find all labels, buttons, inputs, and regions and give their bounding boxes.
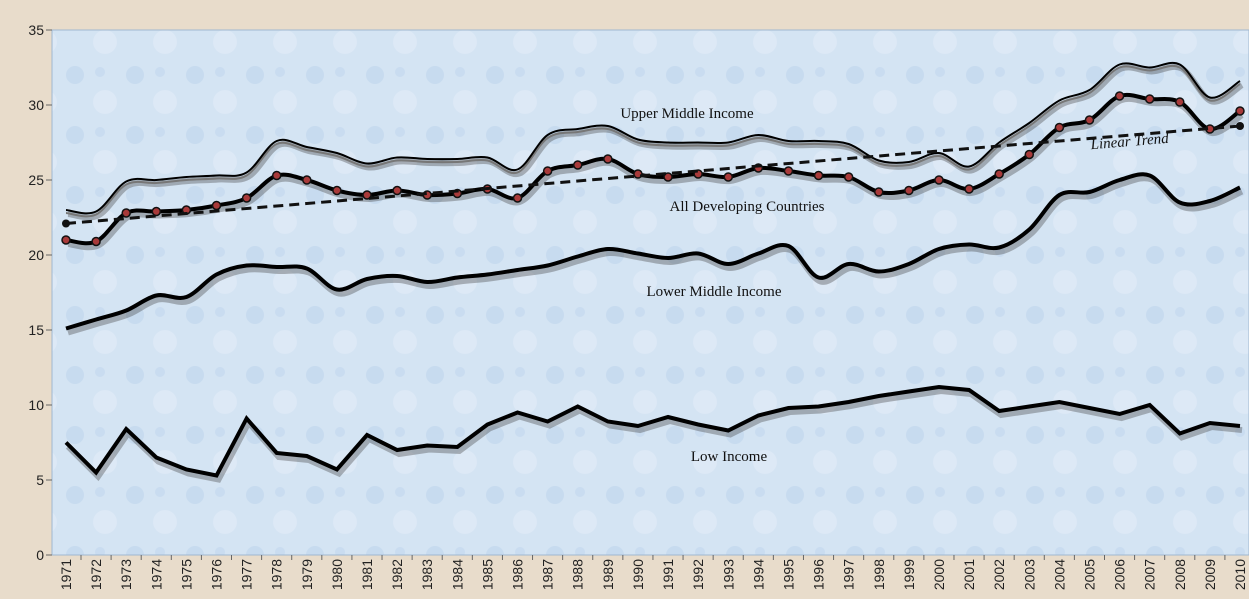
x-tick-label: 1987 [540,559,556,590]
trend-label: Linear Trend [1089,131,1170,154]
series-label: Low Income [691,449,768,465]
series-line [65,92,1242,246]
trend-end [1236,122,1244,130]
marker [934,175,944,185]
marker [994,169,1004,179]
marker [783,166,794,176]
marker [211,200,222,211]
marker [512,193,523,203]
y-tick-label: 10 [28,397,44,413]
x-tick-label: 1992 [690,559,706,590]
y-tick-label: 5 [36,472,44,488]
x-tick-label: 2004 [1051,559,1067,590]
x-tick-label: 2006 [1112,559,1128,590]
marker [271,170,282,181]
x-tick-label: 2007 [1142,559,1158,590]
line-shadow [67,95,1244,251]
series-line [65,172,1241,331]
marker [1175,97,1185,107]
marker [964,184,974,194]
series-label: Lower Middle Income [647,284,782,300]
marker [1144,94,1155,104]
x-tick-label: 1999 [901,559,917,590]
x-tick-label: 2010 [1232,559,1248,590]
x-tick-label: 1988 [570,559,586,590]
marker [392,185,402,196]
x-tick-label: 1990 [630,559,646,590]
marker [633,169,643,179]
marker [1114,91,1125,101]
x-tick-label: 1976 [209,559,225,590]
trend-line [65,124,1241,225]
marker [1024,149,1035,160]
x-tick-label: 1998 [871,559,887,590]
x-tick-label: 1982 [389,559,405,590]
x-tick-label: 1971 [58,559,74,590]
marker [121,208,131,218]
y-tick-label: 30 [28,97,44,113]
x-tick-label: 1983 [419,559,435,590]
x-tick-label: 1993 [720,559,736,590]
marker [1235,106,1245,116]
marker [904,185,914,196]
series-line [64,384,1241,478]
marker [723,172,734,182]
marker [302,175,312,185]
marker [91,236,101,247]
series-label: Upper Middle Income [620,106,754,122]
y-tick-label: 35 [28,22,44,38]
x-tick-label: 2000 [931,559,947,590]
y-tick-label: 25 [28,172,44,188]
series-label: All Developing Countries [670,199,825,215]
x-tick-label: 1979 [299,559,315,590]
marker [61,235,71,245]
x-tick-label: 2003 [1021,559,1037,590]
marker [241,193,252,203]
marker [1084,115,1095,125]
y-tick-label: 20 [28,247,44,263]
line-shadow [67,175,1244,336]
marker [151,206,162,217]
line-double [65,64,1241,218]
x-tick-label: 1985 [479,559,495,590]
x-tick-label: 1991 [660,559,676,590]
marker [1054,122,1065,133]
x-tick-label: 1973 [118,559,134,590]
x-tick-label: 1972 [88,559,104,590]
x-tick-label: 1989 [600,559,616,590]
x-tick-label: 1995 [780,559,796,590]
marker [843,172,854,182]
marker [603,154,613,164]
series-line [65,61,1241,215]
marker [663,172,673,182]
trend-end [62,219,70,228]
x-tick-label: 2001 [961,559,977,590]
x-tick-label: 1980 [329,559,345,590]
marker [813,170,824,181]
x-tick-label: 1984 [449,559,465,590]
y-tick-label: 0 [36,547,44,563]
marker [572,160,583,170]
x-tick-label: 2002 [991,559,1007,590]
marker [874,187,884,197]
x-tick-label: 1986 [510,559,526,590]
x-tick-label: 1975 [178,559,194,590]
x-tick-label: 1997 [841,559,857,590]
x-tick-label: 1978 [269,559,285,590]
x-tick-label: 1981 [359,559,375,590]
x-tick-label: 2008 [1172,559,1188,590]
x-tick-label: 1974 [148,559,164,590]
x-tick-label: 1977 [239,559,255,590]
marker [542,166,553,176]
marker [332,185,342,196]
x-tick-label: 2009 [1202,559,1218,590]
x-tick-label: 1996 [811,559,827,590]
y-tick-label: 15 [28,322,44,338]
x-tick-label: 2005 [1081,559,1097,590]
x-tick-label: 1994 [750,559,766,590]
plot-area [51,29,1249,556]
